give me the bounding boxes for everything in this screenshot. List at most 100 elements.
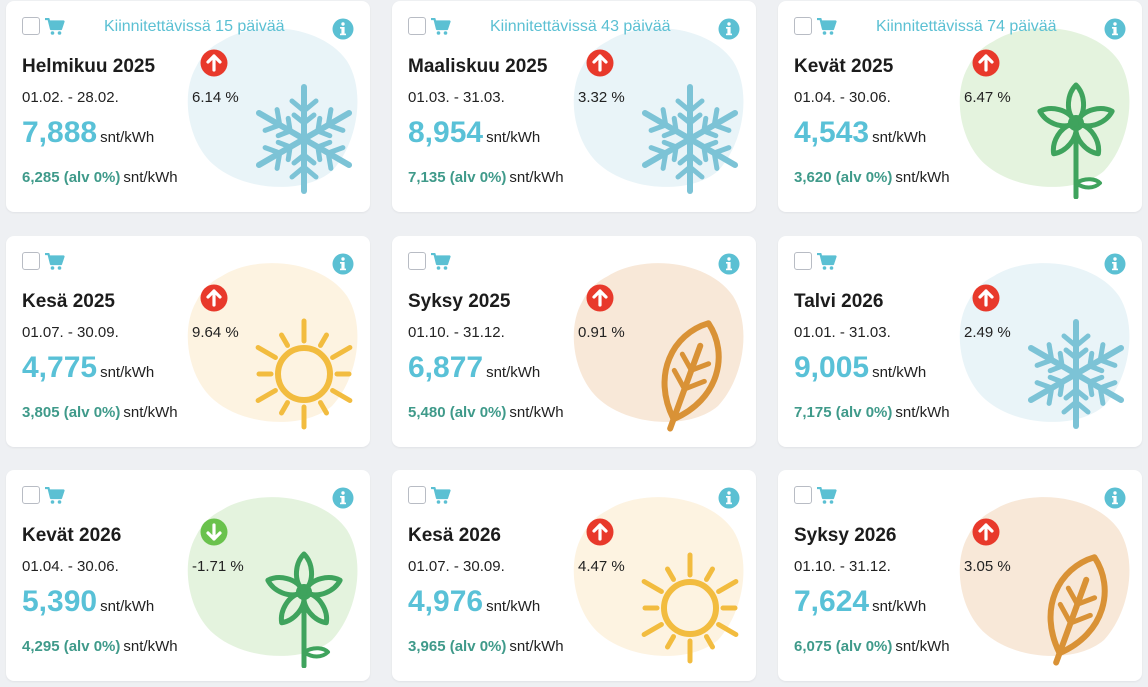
snowflake-icon bbox=[255, 84, 353, 194]
cart-icon[interactable] bbox=[817, 253, 837, 271]
info-icon[interactable] bbox=[718, 18, 740, 40]
flower-icon bbox=[265, 551, 343, 668]
select-checkbox[interactable] bbox=[794, 252, 812, 270]
info-icon[interactable] bbox=[1104, 487, 1126, 509]
sun-icon bbox=[255, 318, 353, 430]
cart-icon[interactable] bbox=[431, 487, 451, 505]
info-icon[interactable] bbox=[332, 487, 354, 509]
price-value: 4,775 bbox=[22, 351, 98, 384]
period-title: Talvi 2026 bbox=[794, 291, 884, 312]
price-change-percent: 6.47 % bbox=[964, 89, 1011, 106]
period-dates: 01.01. - 31.03. bbox=[794, 324, 891, 341]
vat-free-value: 5,480 (alv 0%) bbox=[408, 404, 507, 421]
period-title: Kevät 2025 bbox=[794, 56, 894, 77]
select-checkbox[interactable] bbox=[22, 17, 40, 35]
pin-availability-label: Kiinnitettävissä 43 päivää bbox=[490, 18, 671, 35]
period-title: Syksy 2025 bbox=[408, 291, 511, 312]
info-icon[interactable] bbox=[1104, 18, 1126, 40]
period-dates: 01.04. - 30.06. bbox=[22, 558, 119, 575]
cart-icon[interactable] bbox=[817, 18, 837, 36]
price: 8,954 snt/kWh bbox=[408, 116, 540, 150]
cart-icon[interactable] bbox=[45, 18, 65, 36]
price-change-percent: 9.64 % bbox=[192, 324, 239, 341]
trend-up-icon bbox=[972, 284, 1000, 312]
price-change-percent: 0.91 % bbox=[578, 324, 625, 341]
vat-free-price: 7,175 (alv 0%) snt/kWh bbox=[794, 404, 950, 421]
price-card[interactable]: Kiinnitettävissä 74 päivää Kevät 2025 01… bbox=[778, 1, 1142, 212]
vat-free-value: 3,965 (alv 0%) bbox=[408, 638, 507, 655]
vat-free-price: 7,135 (alv 0%) snt/kWh bbox=[408, 169, 564, 186]
info-icon[interactable] bbox=[718, 487, 740, 509]
select-checkbox[interactable] bbox=[408, 486, 426, 504]
period-dates: 01.07. - 30.09. bbox=[22, 324, 119, 341]
cart-icon[interactable] bbox=[45, 487, 65, 505]
trend-up-icon bbox=[972, 49, 1000, 77]
period-dates: 01.10. - 31.12. bbox=[408, 324, 505, 341]
period-title: Syksy 2026 bbox=[794, 525, 897, 546]
vat-free-value: 3,620 (alv 0%) bbox=[794, 169, 893, 186]
cart-icon[interactable] bbox=[431, 253, 451, 271]
cart-icon[interactable] bbox=[45, 253, 65, 271]
trend-up-icon bbox=[972, 518, 1000, 546]
vat-free-value: 3,805 (alv 0%) bbox=[22, 404, 121, 421]
price-unit: snt/kWh bbox=[872, 129, 927, 146]
price-card[interactable]: Kesä 2026 01.07. - 30.09. 4.47 % 4,976 sn… bbox=[392, 470, 756, 681]
vat-free-value: 4,295 (alv 0%) bbox=[22, 638, 121, 655]
info-icon[interactable] bbox=[332, 253, 354, 275]
vat-free-price: 3,620 (alv 0%) snt/kWh bbox=[794, 169, 950, 186]
price-value: 4,543 bbox=[794, 116, 870, 149]
period-title: Kesä 2025 bbox=[22, 291, 115, 312]
price-change-percent: 6.14 % bbox=[192, 89, 239, 106]
select-checkbox[interactable] bbox=[22, 252, 40, 270]
sun-icon bbox=[641, 552, 739, 664]
price-card[interactable]: Kiinnitettävissä 43 päivää Maaliskuu 202… bbox=[392, 1, 756, 212]
snowflake-icon bbox=[1027, 319, 1125, 429]
info-icon[interactable] bbox=[718, 253, 740, 275]
price-card[interactable]: Kiinnitettävissä 15 päivää Helmikuu 2025… bbox=[6, 1, 370, 212]
vat-free-value: 6,075 (alv 0%) bbox=[794, 638, 893, 655]
price-value: 4,976 bbox=[408, 585, 484, 618]
vat-free-price: 3,805 (alv 0%) snt/kWh bbox=[22, 404, 178, 421]
price-unit: snt/kWh bbox=[486, 364, 541, 381]
price-value: 8,954 bbox=[408, 116, 484, 149]
vat-free-unit: snt/kWh bbox=[895, 638, 950, 655]
cart-icon[interactable] bbox=[431, 18, 451, 36]
vat-free-price: 6,075 (alv 0%) snt/kWh bbox=[794, 638, 950, 655]
period-dates: 01.02. - 28.02. bbox=[22, 89, 119, 106]
period-title: Helmikuu 2025 bbox=[22, 56, 156, 77]
price-unit: snt/kWh bbox=[100, 598, 155, 615]
info-icon[interactable] bbox=[1104, 253, 1126, 275]
select-checkbox[interactable] bbox=[408, 252, 426, 270]
select-checkbox[interactable] bbox=[408, 17, 426, 35]
period-dates: 01.04. - 30.06. bbox=[794, 89, 891, 106]
price-value: 9,005 bbox=[794, 351, 870, 384]
select-checkbox[interactable] bbox=[22, 486, 40, 504]
price-unit: snt/kWh bbox=[100, 129, 155, 146]
price-change-percent: 3.32 % bbox=[578, 89, 625, 106]
select-checkbox[interactable] bbox=[794, 486, 812, 504]
price-card[interactable]: Talvi 2026 01.01. - 31.03. 2.49 % 9,005 s… bbox=[778, 236, 1142, 447]
price: 9,005 snt/kWh bbox=[794, 351, 926, 385]
price: 4,775 snt/kWh bbox=[22, 351, 154, 385]
select-checkbox[interactable] bbox=[794, 17, 812, 35]
price-card[interactable]: Syksy 2025 01.10. - 31.12. 0.91 % 6,877 s… bbox=[392, 236, 756, 447]
vat-free-unit: snt/kWh bbox=[509, 404, 564, 421]
cart-icon[interactable] bbox=[817, 487, 837, 505]
trend-up-icon bbox=[586, 518, 614, 546]
price-card[interactable]: Kesä 2025 01.07. - 30.09. 9.64 % 4,775 sn… bbox=[6, 236, 370, 447]
flower-icon bbox=[1037, 82, 1115, 199]
vat-free-unit: snt/kWh bbox=[509, 638, 564, 655]
period-title: Maaliskuu 2025 bbox=[408, 56, 548, 77]
vat-free-price: 6,285 (alv 0%) snt/kWh bbox=[22, 169, 178, 186]
price-unit: snt/kWh bbox=[872, 598, 927, 615]
price: 4,976 snt/kWh bbox=[408, 585, 540, 619]
trend-up-icon bbox=[200, 49, 228, 77]
price-value: 7,624 bbox=[794, 585, 870, 618]
vat-free-value: 6,285 (alv 0%) bbox=[22, 169, 121, 186]
price-card[interactable]: Syksy 2026 01.10. - 31.12. 3.05 % 7,624 s… bbox=[778, 470, 1142, 681]
info-icon[interactable] bbox=[332, 18, 354, 40]
vat-free-price: 3,965 (alv 0%) snt/kWh bbox=[408, 638, 564, 655]
price-card[interactable]: Kevät 2026 01.04. - 30.06. -1.71 % 5,390… bbox=[6, 470, 370, 681]
trend-down-icon bbox=[200, 518, 228, 546]
pin-availability-label: Kiinnitettävissä 74 päivää bbox=[876, 18, 1057, 35]
